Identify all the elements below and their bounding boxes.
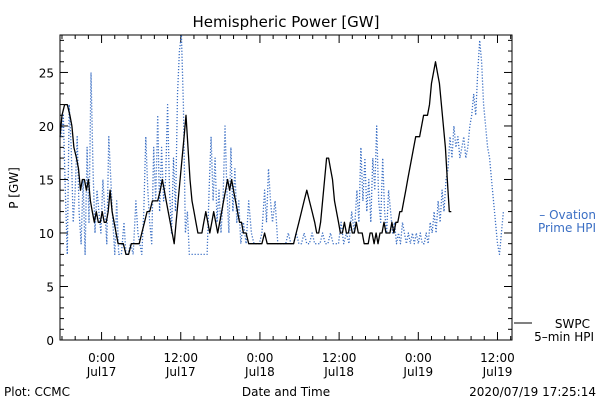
y-tick-label: 15 bbox=[39, 173, 54, 187]
plot-frame bbox=[59, 34, 513, 341]
x-tick-label-time: 0:00 bbox=[88, 351, 115, 365]
x-tick-label-date: Jul17 bbox=[165, 365, 196, 379]
legend-ovation-label-2: Prime HPI bbox=[538, 221, 596, 235]
legend-ovation-label-1: – Ovation bbox=[539, 208, 596, 222]
x-axis-label: Date and Time bbox=[242, 385, 330, 399]
legend-swpc-label-1: SWPC bbox=[555, 317, 590, 331]
x-tick-labels: 0:00Jul1712:00Jul170:00Jul1812:00Jul180:… bbox=[86, 351, 515, 379]
x-tick-label-date: Jul19 bbox=[402, 365, 433, 379]
y-tick-labels: 0 5 10 15 20 25 bbox=[39, 66, 54, 348]
x-tick-label-time: 12:00 bbox=[480, 351, 515, 365]
y-tick-label: 10 bbox=[39, 227, 54, 241]
plot-credit: Plot: CCMC bbox=[4, 385, 70, 399]
chart-title: Hemispheric Power [GW] bbox=[193, 13, 380, 31]
x-tick-label-date: Jul18 bbox=[323, 365, 354, 379]
x-tick-label-time: 0:00 bbox=[405, 351, 432, 365]
x-tick-label-time: 12:00 bbox=[322, 351, 357, 365]
y-tick-label: 5 bbox=[46, 280, 54, 294]
legend-swpc-label-2: 5–min HPI bbox=[534, 330, 594, 344]
y-tick-label: 25 bbox=[39, 66, 54, 80]
tick-marks bbox=[60, 35, 512, 341]
series-swpc-line bbox=[59, 61, 452, 256]
series-group bbox=[59, 34, 505, 256]
x-tick-label-time: 0:00 bbox=[246, 351, 273, 365]
y-tick-label: 0 bbox=[46, 334, 54, 348]
timestamp: 2020/07/19 17:25:14 bbox=[469, 385, 596, 399]
x-tick-label-date: Jul18 bbox=[244, 365, 275, 379]
x-tick-label-date: Jul19 bbox=[482, 365, 513, 379]
y-tick-label: 20 bbox=[39, 120, 54, 134]
x-tick-label-time: 12:00 bbox=[163, 351, 198, 365]
x-tick-label-date: Jul17 bbox=[86, 365, 117, 379]
y-axis-label: P [GW] bbox=[7, 167, 21, 209]
